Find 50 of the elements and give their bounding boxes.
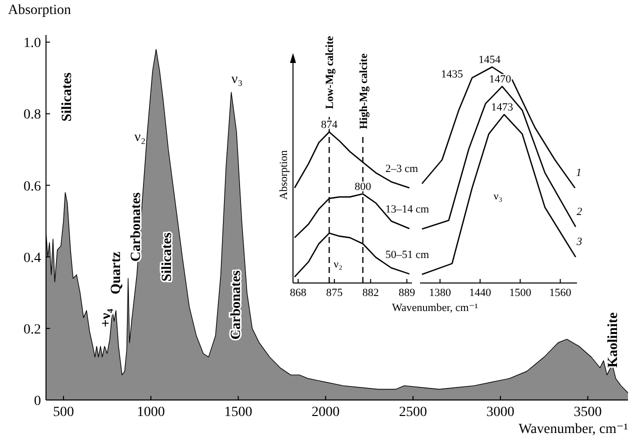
y-tick-label: 0.8 bbox=[24, 108, 41, 123]
x-tick-label: 1500 bbox=[224, 405, 252, 420]
y-tick-label: 0 bbox=[34, 394, 41, 409]
annotation: 874 bbox=[320, 119, 338, 131]
x-axis-title: Wavenumber, cm⁻¹ bbox=[518, 422, 628, 437]
x-tick-label: 1560 bbox=[549, 287, 572, 299]
x-tick-label: 2000 bbox=[312, 405, 340, 420]
y-tick-label: 0.6 bbox=[24, 179, 41, 194]
annotation: 1470 bbox=[489, 73, 512, 86]
ref-line-label: Low-Mg calcite bbox=[324, 36, 336, 109]
annotation: Silicates bbox=[160, 232, 176, 282]
y-axis-title: Absorption bbox=[8, 3, 71, 18]
x-tick-label: 1380 bbox=[429, 287, 452, 299]
x-tick-label: 1440 bbox=[469, 287, 492, 299]
series-label: 3 bbox=[576, 236, 583, 248]
annotation: ν₃ bbox=[494, 190, 503, 203]
annotation: 1454 bbox=[478, 54, 501, 66]
annotation: ν₂ bbox=[334, 258, 343, 271]
y-tick-label: 0.2 bbox=[24, 322, 41, 338]
annotation: ν₂ bbox=[134, 130, 146, 146]
annotation: Quartz bbox=[109, 252, 124, 294]
x-tick-label: 875 bbox=[326, 287, 344, 299]
series-label: 2 bbox=[576, 206, 583, 218]
x-tick-label: 2500 bbox=[399, 405, 428, 420]
x-tick-label: 1500 bbox=[509, 287, 532, 299]
x-tick-label: 3500 bbox=[574, 405, 602, 420]
x-tick-label: 889 bbox=[398, 287, 416, 299]
series-label: 50–51 cm bbox=[385, 248, 430, 261]
annotation: Carbonates bbox=[229, 270, 244, 340]
annotation: Silicates bbox=[60, 72, 76, 122]
y-tick-label: 1.0 bbox=[24, 36, 41, 52]
x-tick-label: 500 bbox=[52, 405, 74, 420]
annotation: 800 bbox=[354, 180, 372, 193]
annotation: +ν₄ bbox=[99, 308, 114, 328]
annotation: Carbonates bbox=[129, 192, 144, 262]
x-tick-label: 882 bbox=[362, 287, 379, 299]
x-axis-title: Wavenumber, cm⁻¹ bbox=[392, 302, 478, 314]
annotation: 1473 bbox=[491, 102, 514, 114]
y-axis-title: Absorption bbox=[278, 150, 290, 200]
annotation: ν₃ bbox=[231, 72, 243, 88]
x-tick-label: 868 bbox=[290, 287, 307, 299]
y-tick-label: 0.4 bbox=[24, 250, 41, 266]
annotation: Kaolinite bbox=[606, 312, 622, 368]
x-tick-label: 3000 bbox=[486, 405, 514, 420]
annotation: 1435 bbox=[441, 68, 464, 81]
series-label: 13–14 cm bbox=[385, 204, 430, 216]
series-label: 2–3 cm bbox=[385, 162, 419, 175]
ref-line-label: High-Mg calcite bbox=[358, 53, 370, 129]
x-tick-label: 1000 bbox=[136, 405, 165, 420]
series-label: 1 bbox=[576, 166, 582, 179]
